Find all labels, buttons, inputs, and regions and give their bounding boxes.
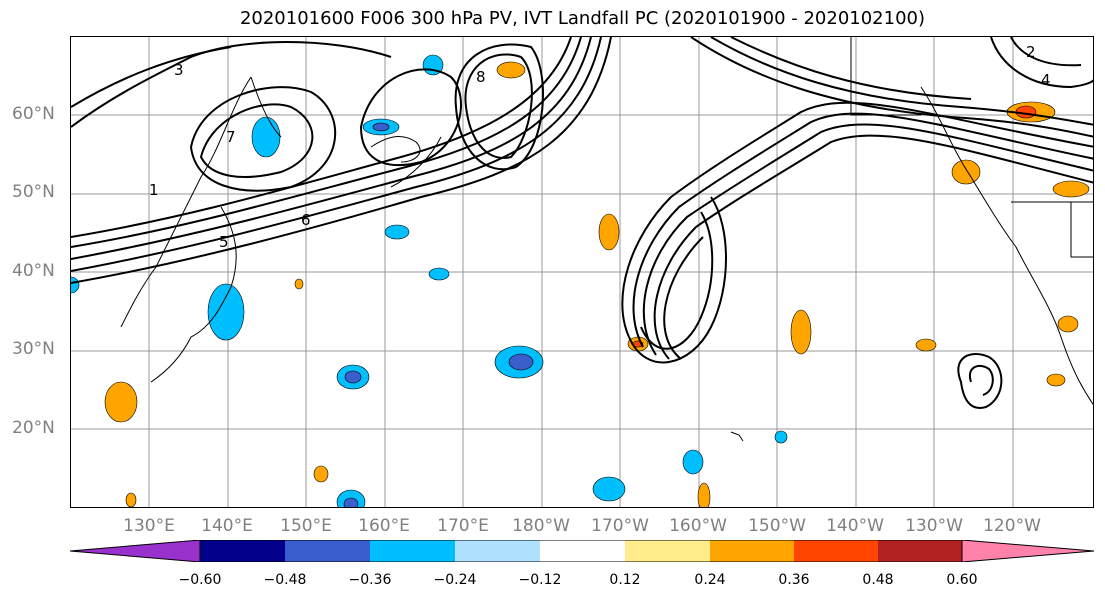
lon-label: 150°W (748, 516, 806, 536)
colorbar-swatch (625, 540, 710, 562)
pv-anomaly-fills (71, 54, 1090, 507)
colorbar-swatch (285, 540, 370, 562)
colorbar-tick: 0.48 (862, 572, 894, 588)
lon-label: 150°E (280, 516, 332, 536)
colorbar-swatch (540, 540, 625, 562)
colorbar-svg (70, 540, 1094, 562)
colorbar-extend-min (70, 540, 201, 562)
colorbar-swatch (370, 540, 455, 562)
lon-label: 160°W (669, 516, 727, 536)
lon-label: 140°E (201, 516, 253, 536)
colorbar-tick: −0.60 (178, 572, 222, 588)
colorbar-swatch (794, 540, 878, 562)
lat-label-40n: 40°N (12, 261, 55, 281)
colorbar-swatch (878, 540, 962, 562)
colorbar-tick: 0.24 (694, 572, 726, 588)
contour-label: 6 (301, 211, 311, 229)
coastlines (120, 37, 1093, 442)
colorbar-extend-max (961, 540, 1094, 562)
lon-label: 130°E (123, 516, 175, 536)
colorbar-tick: 0.36 (778, 572, 810, 588)
colorbar-swatch (710, 540, 794, 562)
colorbar-swatch (200, 540, 285, 562)
lon-label: 120°W (983, 516, 1041, 536)
colorbar-tick: 0.12 (609, 572, 641, 588)
colorbar-tick: −0.12 (518, 572, 562, 588)
colorbar-tick: −0.36 (348, 572, 392, 588)
contour-label: 8 (476, 68, 486, 86)
ivt-contours (71, 37, 1093, 409)
colorbar-tick: −0.48 (263, 572, 307, 588)
map-panel: 8 3 2 1 6 4 5 7 (70, 36, 1094, 508)
lon-label: 170°E (437, 516, 489, 536)
colorbar (70, 540, 1094, 562)
lon-label: 180°W (512, 516, 570, 536)
colorbar-tick: −0.24 (433, 572, 477, 588)
lat-label-50n: 50°N (12, 182, 55, 202)
lon-label: 160°E (358, 516, 410, 536)
contour-label: 5 (219, 233, 229, 251)
map-title: 2020101600 F006 300 hPa PV, IVT Landfall… (239, 8, 926, 29)
lon-label: 140°W (826, 516, 884, 536)
map-svg: 8 3 2 1 6 4 5 7 (71, 37, 1093, 507)
lat-label-60n: 60°N (12, 104, 55, 124)
lat-label-30n: 30°N (12, 339, 55, 359)
contour-label: 7 (226, 128, 236, 146)
contour-label: 4 (1041, 71, 1051, 89)
lat-label-20n: 20°N (12, 418, 55, 438)
contour-label: 1 (149, 181, 159, 199)
contour-labels: 8 3 2 1 6 4 5 7 (149, 43, 1051, 251)
contour-label: 3 (174, 61, 184, 79)
lon-label: 170°W (591, 516, 649, 536)
colorbar-swatch (455, 540, 540, 562)
colorbar-tick: 0.60 (946, 572, 978, 588)
contour-label: 2 (1026, 43, 1036, 61)
lon-label: 130°W (905, 516, 963, 536)
